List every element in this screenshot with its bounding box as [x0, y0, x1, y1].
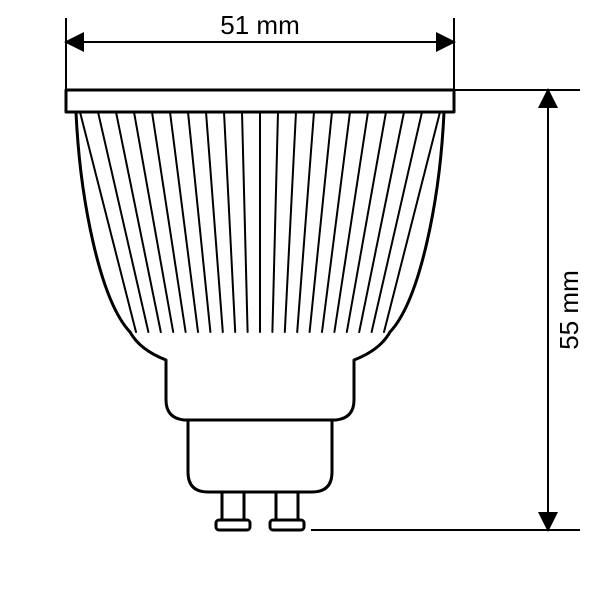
reflector-base-transition [130, 332, 390, 420]
bulb-outline [66, 90, 454, 530]
gu10-base [188, 420, 332, 492]
gu10-pins [216, 492, 304, 530]
height-label: 55 mm [554, 270, 584, 349]
reflector-ribs [80, 112, 440, 332]
lens-rim [66, 90, 454, 112]
bulb-dimension-diagram: 51 mm 55 mm [0, 0, 600, 600]
width-label: 51 mm [220, 10, 299, 40]
